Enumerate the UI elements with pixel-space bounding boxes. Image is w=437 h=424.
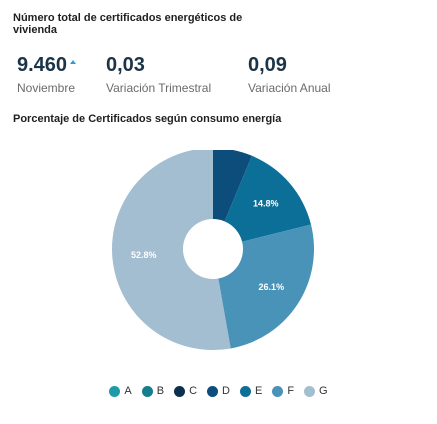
kpi-annual: 0,09 Variación Anual [248,54,331,95]
slice-F[interactable] [218,224,314,349]
data-label-E: 14.8% [253,199,279,209]
legend-dot-icon [272,385,284,397]
legend-item-C[interactable]: C [174,385,197,397]
donut-chart: 14.8% 26.1% 52.8% [112,150,314,350]
kpi-total-value: 9.460 [17,54,77,76]
legend-dot-icon [174,385,186,397]
legend-item-A[interactable]: A [109,385,132,397]
legend-label: C [189,385,198,397]
kpi-quarterly-label: Variación Trimestral [106,81,212,95]
legend-item-D[interactable]: D [207,385,230,397]
legend-item-B[interactable]: B [141,385,165,397]
kpi-section-title: Número total de certificados energéticos… [13,12,243,36]
kpi-quarterly: 0,03 Variación Trimestral [106,54,211,95]
legend-dot-icon [304,385,316,397]
legend-item-F[interactable]: F [272,385,294,397]
slice-D[interactable] [213,150,252,222]
legend-item-E[interactable]: E [239,385,263,397]
legend-dot-icon [239,385,251,397]
legend-label: G [319,385,328,397]
kpi-total: 9.460 Noviembre [17,54,77,95]
slice-G[interactable] [112,150,231,350]
legend-label: A [124,385,132,397]
legend-label: E [254,385,263,397]
legend-dot-icon [207,385,219,397]
legend-dot-icon [141,385,153,397]
legend-label: D [222,385,230,397]
kpi-annual-label: Variación Anual [248,81,331,95]
data-label-G: 52.8% [131,250,157,260]
kpi-quarterly-value: 0,03 [106,54,145,76]
slice-E[interactable] [224,155,311,242]
kpi-total-label: Noviembre [17,81,76,95]
kpi-annual-value: 0,09 [248,54,287,76]
legend-item-G[interactable]: G [304,385,328,397]
trend-up-icon [70,59,77,64]
chart-legend: A B C D E F G [0,385,437,397]
chart-title: Porcentaje de Certificados según consumo… [13,113,282,125]
legend-label: F [287,385,295,397]
legend-label: B [156,385,165,397]
legend-dot-icon [109,385,121,397]
data-label-F: 26.1% [259,282,285,292]
